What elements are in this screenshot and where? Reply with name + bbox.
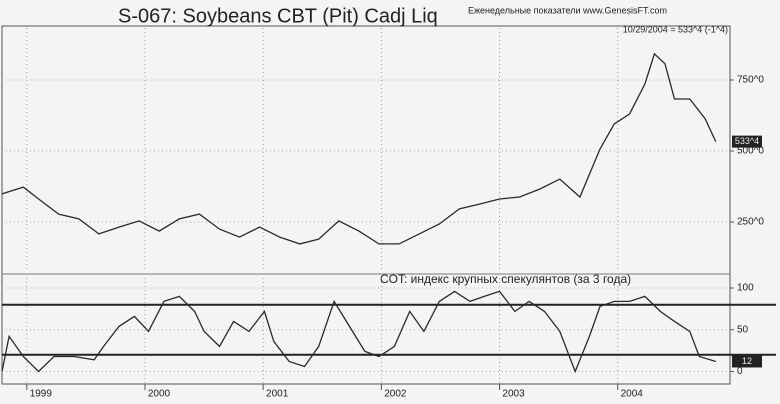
chart-subtitle: Еженедельные показатели www.GenesisFT.co… (468, 5, 667, 15)
data-line (1, 290, 716, 374)
y-tick-label: 500^0 (737, 146, 764, 157)
chart-title: S-067: Soybeans CBT (Pit) Cadj Liq (118, 5, 438, 27)
last-value-box (732, 355, 762, 368)
last-quote: 10/29/2004 = 533^4 (-1^4) (623, 24, 728, 34)
x-tick-label: 2000 (148, 389, 171, 400)
plot-frame (1, 25, 731, 385)
y-tick-label: 50 (737, 324, 749, 335)
x-tick-label: 2002 (384, 389, 407, 400)
panel-title: COT: индекс крупных спекулянтов (за 3 го… (380, 272, 631, 286)
y-tick-label: 750^0 (737, 75, 764, 86)
x-tick-label: 1999 (30, 389, 53, 400)
x-tick-label: 2001 (266, 389, 289, 400)
y-tick-label: 0 (737, 366, 743, 377)
x-tick-label: 2003 (502, 389, 525, 400)
x-tick-label: 2004 (621, 389, 644, 400)
last-value-label: 12 (742, 356, 752, 366)
y-tick-label: 250^0 (737, 217, 764, 228)
y-tick-label: 100 (737, 283, 754, 294)
last-value-box (732, 135, 762, 148)
last-value-label: 533^4 (735, 136, 759, 146)
data-line (1, 52, 717, 245)
